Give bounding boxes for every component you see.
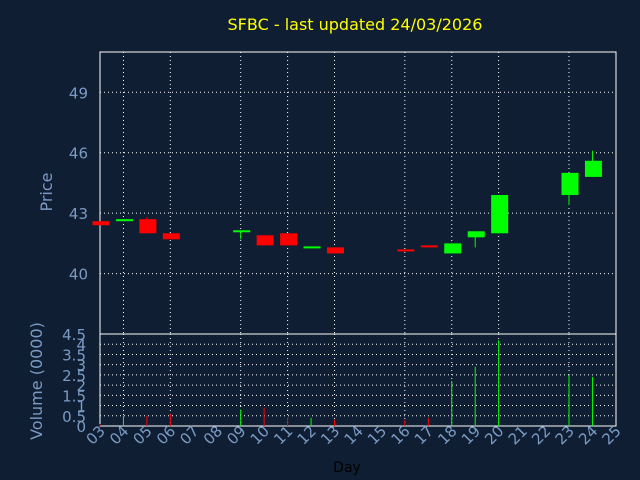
candle-body [561,172,579,196]
candle-body [280,233,298,246]
price-tick-label: 46 [69,145,88,163]
price-tick-label: 49 [69,84,88,102]
chart-title: SFBC - last updated 24/03/2026 [228,15,483,34]
candle-body [115,219,133,222]
candle-body [420,245,438,248]
volume-tick-label: 3 [76,357,86,375]
volume-tick-label: 3.5 [62,346,86,364]
price-tick-labels: 40 43 46 49 [69,84,88,283]
price-panel-frame [99,51,617,335]
volume-tick-label: 0.5 [62,408,86,426]
volume-tick-label: 4.5 [62,326,86,344]
volume-tick-label: 1 [76,398,86,416]
candle-body [92,221,110,226]
volume-tick-label: 2 [76,377,86,395]
volume-tick-labels: 00.511.522.533.544.5 [62,326,86,436]
x-tick-labels: 0304050607080910111213141516171819202122… [83,422,625,448]
volume-gridlines [100,334,616,426]
volume-tick-label: 1.5 [62,387,86,405]
candle-body [303,246,321,249]
candle-body [162,233,180,240]
price-gridlines [100,52,616,334]
volume-panel-frame [99,333,617,427]
volume-tick-label: 2.5 [62,367,86,385]
candle-body [467,231,485,238]
candlestick-series [92,150,602,254]
candle-body [139,219,157,234]
volume-tick-label: 4 [76,336,86,354]
volume-axis-label: Volume (0000) [27,322,46,440]
candle-body [444,243,462,254]
price-tick-label: 40 [69,266,88,284]
price-axis-label: Price [37,172,56,211]
candle-body [491,195,509,234]
candle-body [397,249,415,252]
candle-body [233,230,251,233]
price-tick-label: 43 [69,205,88,223]
volume-tick-label: 0 [76,418,86,436]
volume-bar-series [99,340,593,426]
candle-body [584,160,602,177]
x-axis-label: Day [333,460,361,476]
candle-body [327,247,344,254]
candle-body [256,235,274,246]
